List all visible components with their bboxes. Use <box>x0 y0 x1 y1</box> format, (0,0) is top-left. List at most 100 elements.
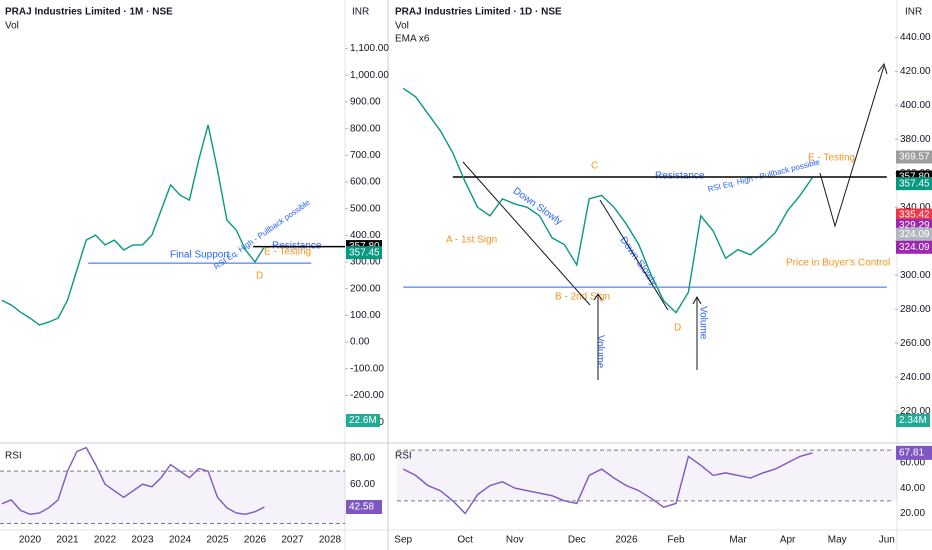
annotation-arrow <box>462 161 603 380</box>
y-tick-label: 900.00 <box>350 97 381 108</box>
y-tick-label: 280.00 <box>900 304 931 315</box>
y-tick-label: 420.00 <box>900 66 931 77</box>
y-tick-label: 260.00 <box>900 338 931 349</box>
x-tick-label: Jun <box>879 535 895 546</box>
volume-badge-label: 2.34M <box>899 415 927 426</box>
annotation: A - 1st Sign <box>446 235 497 246</box>
y-tick-label: 100.00 <box>350 310 381 321</box>
x-tick-label: 2020 <box>19 535 42 546</box>
currency: INR <box>905 7 922 18</box>
x-tick-label: 2025 <box>206 535 229 546</box>
volume-badge <box>346 414 380 427</box>
annotation-arrow <box>599 199 702 370</box>
annotation: D <box>256 271 263 282</box>
annotation: Volume <box>594 335 605 369</box>
annotation: D <box>674 323 681 334</box>
x-tick-label: 2026 <box>244 535 267 546</box>
y-tick-label: 300.00 <box>900 270 931 281</box>
value-badge <box>896 150 932 164</box>
x-tick-label: Dec <box>568 535 586 546</box>
value-badge-label: 42.58 <box>349 502 374 513</box>
x-tick-label: Sep <box>394 535 412 546</box>
chart-title: PRAJ Industries Limited · 1M · NSE <box>5 7 173 18</box>
x-tick-label: May <box>828 535 847 546</box>
value-badge <box>896 445 932 460</box>
x-tick-label: 2024 <box>169 535 192 546</box>
value-badge-label: 324.09 <box>899 242 930 253</box>
y-tick-label: 80.00 <box>350 453 375 464</box>
x-tick-label: 2021 <box>56 535 79 546</box>
value-badge-label: 67.81 <box>899 447 924 458</box>
y-tick-label: 1,100.00 <box>350 43 389 54</box>
value-badge-label: 369.57 <box>899 152 930 163</box>
y-tick-label: 440.00 <box>900 32 931 43</box>
y-tick-label: -100.00 <box>350 363 384 374</box>
y-tick-label: 500.00 <box>350 203 381 214</box>
annotation: Volume <box>697 306 708 340</box>
y-tick-label: 1,000.00 <box>350 70 389 81</box>
x-tick-label: Oct <box>457 535 473 546</box>
y-tick-label: 400.00 <box>350 230 381 241</box>
price-line <box>402 87 813 314</box>
value-badge-label: 335.42 <box>899 210 930 221</box>
y-tick-label: 220.00 <box>900 406 931 417</box>
y-tick-label: -200.00 <box>350 390 384 401</box>
y-tick-label: 60.00 <box>900 457 925 468</box>
y-tick-label: 340.00 <box>900 202 931 213</box>
y-tick-label: 40.00 <box>900 483 925 494</box>
annotation: Price in Buyer's Control <box>786 258 890 269</box>
annotation: E - Testing <box>808 153 855 164</box>
x-tick-label: 2023 <box>131 535 154 546</box>
value-badge <box>896 240 932 254</box>
y-tick-label: 200.00 <box>350 283 381 294</box>
rsi-title: RSI <box>395 451 412 462</box>
chart-title: PRAJ Industries Limited · 1D · NSE <box>395 7 562 18</box>
y-tick-label: 240.00 <box>900 372 931 383</box>
value-badge <box>896 177 932 191</box>
x-tick-label: Mar <box>729 535 747 546</box>
x-tick-label: 2026 <box>615 535 638 546</box>
x-tick-label: Apr <box>780 535 796 546</box>
volume-title: Vol <box>395 21 409 32</box>
volume-badge <box>896 414 930 427</box>
annotation: C <box>591 161 598 172</box>
x-tick-label: Nov <box>506 535 524 546</box>
value-badge-label: 324.09 <box>899 229 930 240</box>
x-tick-label: 2027 <box>281 535 304 546</box>
y-tick-label: 0.00 <box>350 337 370 348</box>
x-tick-label: 2022 <box>94 535 117 546</box>
rsi-band <box>397 450 897 501</box>
y-tick-label: 700.00 <box>350 150 381 161</box>
x-tick-label: Feb <box>667 535 685 546</box>
projection-arrow <box>819 62 888 228</box>
annotation: Resistance <box>655 171 705 182</box>
rsi-title: RSI <box>5 451 22 462</box>
value-badge-label: 357.45 <box>349 247 380 258</box>
y-tick-label: 380.00 <box>900 134 931 145</box>
value-badge-label: 357.45 <box>899 178 930 189</box>
price-line <box>1 124 265 326</box>
indicator-label: EMA x6 <box>395 34 430 45</box>
y-tick-label: 800.00 <box>350 123 381 134</box>
y-tick-label: 600.00 <box>350 177 381 188</box>
y-tick-label: 300.00 <box>350 257 381 268</box>
value-badge <box>346 246 382 260</box>
value-badge <box>896 208 932 222</box>
rsi-line <box>402 452 813 515</box>
value-badge-label: 329.29 <box>899 220 930 231</box>
volume-title: Vol <box>5 21 19 32</box>
y-tick-label: 60.00 <box>350 479 375 490</box>
rsi-band <box>0 471 345 524</box>
annotation: E - Testing <box>264 247 311 258</box>
value-badge <box>896 227 932 241</box>
rsi-line <box>1 446 265 516</box>
x-tick-label: 2028 <box>319 535 342 546</box>
y-tick-label: 20.00 <box>900 508 925 519</box>
y-tick-label: 400.00 <box>900 100 931 111</box>
volume-badge-label: 22.6M <box>349 415 377 426</box>
value-badge <box>346 500 382 515</box>
currency: INR <box>352 7 369 18</box>
annotation: Final Support <box>170 250 230 261</box>
